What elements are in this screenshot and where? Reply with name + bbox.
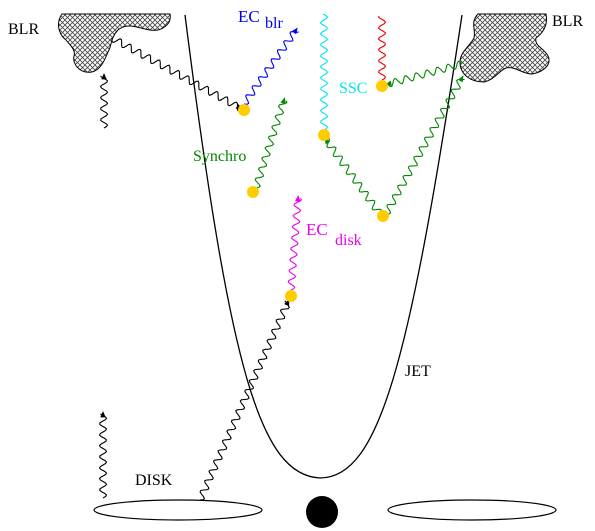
ssc-label: SSC [339, 80, 367, 97]
ec-blr-subscript: blr [265, 15, 283, 32]
blr-cloud-right [459, 13, 550, 83]
photon-ssc-outgoing [377, 16, 387, 81]
photon-ec-disk-arrowhead [295, 195, 301, 202]
photon-disk-to-electron [199, 300, 290, 501]
photon-synchro-to-blr-arrowhead [457, 75, 464, 83]
photon-synchro-to-blr [386, 78, 465, 215]
photon-ssc-upscatter [319, 13, 329, 131]
photon-ec-disk [287, 197, 303, 291]
blr-right-label: BLR [552, 13, 583, 30]
disk-ellipse-right [387, 499, 557, 521]
disk-label: DISK [135, 472, 173, 489]
electron-ec-blr [238, 104, 250, 116]
electron-ssc-seed [318, 129, 330, 141]
photon-disk-upward [98, 413, 108, 499]
electron-ssc [376, 80, 388, 92]
blr-left-label: BLR [8, 21, 39, 38]
ec-blr-label: EC [238, 7, 260, 26]
electron-synchro [247, 186, 259, 198]
photon-ec-blr [243, 31, 299, 105]
photon-synchro-to-ssc-seed [326, 137, 382, 215]
photon-blr-to-electron [111, 38, 239, 112]
disk-ellipse-left [93, 499, 263, 521]
photon-blr-to-ssc-electron [387, 60, 463, 88]
synchro-label: Synchro [193, 148, 246, 165]
photon-synchro [254, 100, 288, 189]
ec-disk-label: EC [306, 220, 328, 239]
jet-label: JET [405, 363, 431, 380]
photon-disk-upward-arrowhead [100, 411, 106, 418]
photon-paths [98, 13, 465, 501]
ec-disk-subscript: disk [335, 232, 362, 249]
electron-ec-disk [285, 290, 297, 302]
electron-ssc-source [377, 210, 389, 222]
black-hole [306, 496, 338, 528]
photon-blr-left-seed-arrowhead [101, 73, 107, 80]
photon-synchro-arrowhead [280, 97, 286, 105]
photon-ec-blr-arrowhead [291, 27, 298, 35]
jet-outline [184, 14, 463, 479]
blr-cloud-left [58, 13, 171, 73]
photon-blr-left-seed [99, 75, 109, 129]
